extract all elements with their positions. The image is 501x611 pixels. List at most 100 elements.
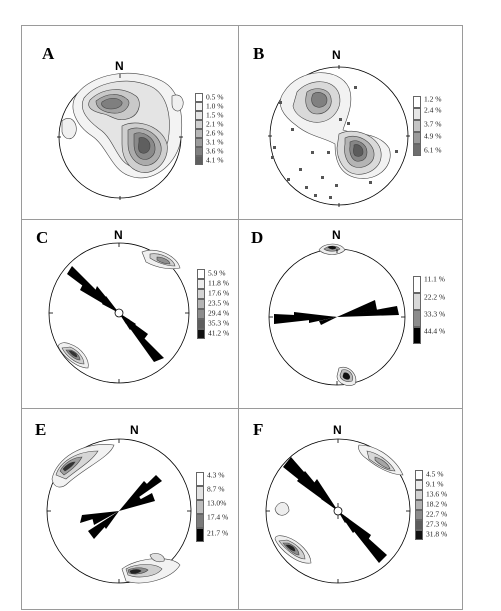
legend-swatch [413, 276, 421, 293]
legend-swatch [197, 319, 205, 329]
legend-swatch [196, 472, 204, 486]
north-label: N [115, 59, 124, 73]
panel-label: A [42, 44, 55, 63]
legend-label: 44.4 % [424, 326, 446, 336]
panel-c: C N 5.9 % 11.8 % 17.6 % 23.5 % 29.4 % 35… [21, 219, 239, 409]
legend-swatch [413, 108, 421, 120]
legend-label: 23.5 % [208, 298, 230, 308]
legend-swatch [413, 96, 421, 108]
legend-label: 13.0% [207, 498, 227, 508]
panel-label: B [253, 44, 265, 63]
legend-label: 9.1 % [426, 479, 444, 489]
legend-label: 27.3 % [426, 519, 448, 529]
rose-diagram [67, 266, 164, 362]
legend-label: 18.2 % [426, 499, 448, 509]
scatter-points [271, 86, 398, 199]
legend-swatch [195, 120, 203, 129]
panel-c-plot [48, 242, 190, 384]
legend-swatch [195, 129, 203, 138]
legend-label: 4.5 % [426, 469, 444, 479]
legend-swatch [195, 111, 203, 120]
legend-label: 22.2 % [424, 292, 446, 302]
legend-label: 29.4 % [208, 308, 230, 318]
panel-b: B N 1.2 % 2.4 % 3.7 % 4.9 % 6.1 % [238, 25, 463, 220]
rose-diagram [283, 457, 387, 563]
panel-label: C [36, 228, 49, 247]
legend-label: 3.1 % [206, 137, 224, 147]
legend-swatch [413, 132, 421, 144]
rose-diagram [274, 300, 399, 325]
legend: 0.5 % 1.0 % 1.5 % 2.1 % 2.6 % 3.1 % 3.6 … [195, 92, 239, 165]
north-label: N [332, 48, 341, 62]
legend-swatch [415, 530, 423, 540]
panel-f: F N 4.5 % 9.1 % 13.6 % 18.2 % 22.7 % 27.… [238, 408, 463, 610]
legend: 1.2 % 2.4 % 3.7 % 4.9 % 6.1 % [413, 94, 461, 156]
legend-label: 13.6 % [426, 489, 448, 499]
legend-label: 4.1 % [206, 155, 224, 165]
legend-label: 2.4 % [424, 105, 442, 115]
legend-swatch [195, 156, 203, 165]
legend-label: 3.7 % [424, 119, 442, 129]
legend: 11.1 % 22.2 % 33.3 % 44.4 % [413, 274, 461, 346]
north-label: N [332, 228, 341, 242]
panel-e: E N 4.3 % 8.7 % 13.0% 17.4 % 21.7 % [21, 408, 239, 610]
legend-label: 1.5 % [206, 110, 224, 120]
density-contours [61, 73, 184, 179]
legend-swatch [413, 120, 421, 132]
legend-label: 21.7 % [207, 528, 229, 538]
panel-d: D N 11.1 % 22.2 % 33.3 % 44.4 % [238, 219, 463, 409]
legend-swatch [413, 310, 421, 327]
legend: 4.5 % 9.1 % 13.6 % 18.2 % 22.7 % 27.3 % … [415, 470, 461, 544]
legend-label: 11.1 % [424, 274, 445, 284]
panel-e-plot [46, 438, 192, 584]
legend: 4.3 % 8.7 % 13.0% 17.4 % 21.7 % [196, 470, 240, 544]
legend-label: 17.4 % [207, 512, 229, 522]
legend-label: 8.7 % [207, 484, 225, 494]
legend-swatch [415, 500, 423, 510]
legend-label: 1.2 % [424, 94, 442, 104]
legend-label: 11.8 % [208, 278, 229, 288]
panel-label: E [35, 420, 47, 439]
legend-swatch [413, 293, 421, 310]
legend-label: 33.3 % [424, 309, 446, 319]
density-contours [318, 243, 357, 386]
legend-label: 5.9 % [208, 268, 226, 278]
panel-a-plot [57, 73, 184, 200]
legend-swatch [415, 510, 423, 520]
panel-label: D [251, 228, 264, 247]
legend-label: 41.2 % [208, 328, 230, 338]
legend-swatch [415, 520, 423, 530]
legend-swatch [197, 279, 205, 289]
legend-swatch [196, 514, 204, 528]
legend-label: 3.6 % [206, 146, 224, 156]
legend-swatch [415, 470, 423, 480]
legend-label: 31.8 % [426, 529, 448, 539]
legend-label: 4.9 % [424, 131, 442, 141]
legend-label: 2.6 % [206, 128, 224, 138]
legend-label: 1.0 % [206, 101, 224, 111]
legend-label: 6.1 % [424, 145, 442, 155]
legend-swatch [196, 528, 204, 542]
legend-swatch [415, 490, 423, 500]
legend-swatch [197, 309, 205, 319]
panel-b-plot [268, 65, 410, 207]
legend-label: 0.5 % [206, 92, 224, 102]
density-contours [57, 249, 181, 369]
panel-f-plot [265, 438, 411, 584]
legend-swatch [195, 138, 203, 147]
legend-swatch [197, 299, 205, 309]
legend-swatch [195, 102, 203, 111]
legend-swatch [196, 500, 204, 514]
legend-swatch [195, 93, 203, 102]
panel-d-plot [268, 243, 406, 386]
legend-swatch [195, 147, 203, 156]
legend-swatch [413, 144, 421, 156]
legend-label: 2.1 % [206, 119, 224, 129]
legend-label: 17.6 % [208, 288, 230, 298]
legend-swatch [197, 329, 205, 339]
legend-label: 4.3 % [207, 470, 225, 480]
north-label: N [130, 423, 139, 437]
legend-swatch [197, 269, 205, 279]
legend-swatch [197, 289, 205, 299]
